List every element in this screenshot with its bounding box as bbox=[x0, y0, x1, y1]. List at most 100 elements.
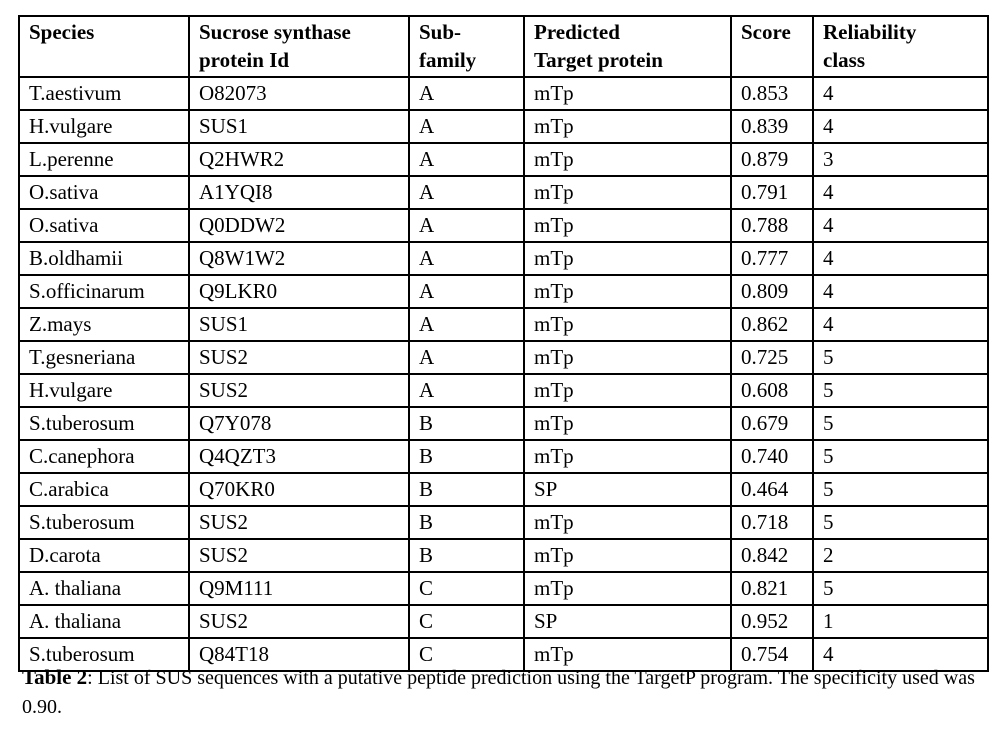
target-protein-cell: mTp bbox=[523, 142, 732, 177]
score-cell: 0.862 bbox=[730, 307, 814, 342]
reliability-cell: 5 bbox=[812, 406, 989, 441]
header-line: Sucrose synthase bbox=[199, 20, 351, 44]
subfamily-cell: B bbox=[408, 406, 525, 441]
reliability-cell: 4 bbox=[812, 637, 989, 672]
reliability-cell: 2 bbox=[812, 538, 989, 573]
reliability-cell: 4 bbox=[812, 274, 989, 309]
score-cell: 0.879 bbox=[730, 142, 814, 177]
subfamily-cell: B bbox=[408, 472, 525, 507]
protein-id-cell: SUS2 bbox=[188, 373, 410, 408]
header-line: Species bbox=[29, 20, 95, 44]
subfamily-cell: B bbox=[408, 538, 525, 573]
target-protein-cell: mTp bbox=[523, 373, 732, 408]
species-cell: S.tuberosum bbox=[18, 637, 190, 672]
subfamily-cell: C bbox=[408, 637, 525, 672]
reliability-cell: 4 bbox=[812, 208, 989, 243]
subfamily-cell: A bbox=[408, 142, 525, 177]
reliability-cell: 5 bbox=[812, 439, 989, 474]
reliability-cell: 4 bbox=[812, 307, 989, 342]
protein-id-cell: SUS1 bbox=[188, 109, 410, 144]
protein-id-cell: Q0DDW2 bbox=[188, 208, 410, 243]
column-header-reliability: Reliability class bbox=[812, 15, 989, 78]
subfamily-cell: A bbox=[408, 109, 525, 144]
species-cell: H.vulgare bbox=[18, 109, 190, 144]
species-cell: C.arabica bbox=[18, 472, 190, 507]
score-cell: 0.809 bbox=[730, 274, 814, 309]
header-line: Reliability bbox=[823, 20, 917, 44]
subfamily-cell: A bbox=[408, 241, 525, 276]
score-cell: 0.788 bbox=[730, 208, 814, 243]
target-protein-cell: mTp bbox=[523, 538, 732, 573]
subfamily-cell: C bbox=[408, 571, 525, 606]
reliability-cell: 4 bbox=[812, 109, 989, 144]
header-line: Sub- bbox=[419, 20, 462, 44]
subfamily-cell: B bbox=[408, 439, 525, 474]
protein-id-cell: Q7Y078 bbox=[188, 406, 410, 441]
target-protein-cell: mTp bbox=[523, 637, 732, 672]
table-row: C.arabica Q70KR0 B SP 0.464 5 bbox=[18, 472, 989, 507]
species-cell: S.tuberosum bbox=[18, 505, 190, 540]
species-cell: O.sativa bbox=[18, 175, 190, 210]
score-cell: 0.821 bbox=[730, 571, 814, 606]
species-cell: B.oldhamii bbox=[18, 241, 190, 276]
column-header-protein-id: Sucrose synthase protein Id bbox=[188, 15, 410, 78]
column-header-subfamily: Sub- family bbox=[408, 15, 525, 78]
score-cell: 0.842 bbox=[730, 538, 814, 573]
protein-id-cell: SUS2 bbox=[188, 604, 410, 639]
protein-id-cell: SUS1 bbox=[188, 307, 410, 342]
protein-id-cell: Q2HWR2 bbox=[188, 142, 410, 177]
species-cell: Z.mays bbox=[18, 307, 190, 342]
target-protein-cell: mTp bbox=[523, 274, 732, 309]
reliability-cell: 5 bbox=[812, 340, 989, 375]
subfamily-cell: B bbox=[408, 505, 525, 540]
reliability-cell: 4 bbox=[812, 76, 989, 111]
species-cell: A. thaliana bbox=[18, 571, 190, 606]
subfamily-cell: A bbox=[408, 208, 525, 243]
subfamily-cell: C bbox=[408, 604, 525, 639]
reliability-cell: 1 bbox=[812, 604, 989, 639]
score-cell: 0.839 bbox=[730, 109, 814, 144]
subfamily-cell: A bbox=[408, 373, 525, 408]
target-protein-cell: mTp bbox=[523, 505, 732, 540]
protein-id-cell: Q8W1W2 bbox=[188, 241, 410, 276]
protein-id-cell: SUS2 bbox=[188, 340, 410, 375]
score-cell: 0.952 bbox=[730, 604, 814, 639]
reliability-cell: 5 bbox=[812, 472, 989, 507]
species-cell: D.carota bbox=[18, 538, 190, 573]
target-protein-cell: mTp bbox=[523, 571, 732, 606]
protein-id-cell: O82073 bbox=[188, 76, 410, 111]
reliability-cell: 3 bbox=[812, 142, 989, 177]
target-protein-cell: mTp bbox=[523, 241, 732, 276]
reliability-cell: 5 bbox=[812, 571, 989, 606]
caption-text: : List of SUS sequences with a putative … bbox=[22, 667, 975, 718]
score-cell: 0.725 bbox=[730, 340, 814, 375]
target-protein-cell: mTp bbox=[523, 208, 732, 243]
target-protein-cell: mTp bbox=[523, 76, 732, 111]
header-line: class bbox=[823, 48, 865, 72]
species-cell: L.perenne bbox=[18, 142, 190, 177]
reliability-cell: 5 bbox=[812, 373, 989, 408]
header-row: Species Sucrose synthase protein Id Sub-… bbox=[18, 15, 989, 78]
subfamily-cell: A bbox=[408, 340, 525, 375]
protein-id-cell: Q9M111 bbox=[188, 571, 410, 606]
protein-id-cell: Q4QZT3 bbox=[188, 439, 410, 474]
reliability-cell: 4 bbox=[812, 241, 989, 276]
species-cell: C.canephora bbox=[18, 439, 190, 474]
protein-id-cell: A1YQI8 bbox=[188, 175, 410, 210]
species-cell: T.aestivum bbox=[18, 76, 190, 111]
target-protein-cell: SP bbox=[523, 472, 732, 507]
score-cell: 0.777 bbox=[730, 241, 814, 276]
